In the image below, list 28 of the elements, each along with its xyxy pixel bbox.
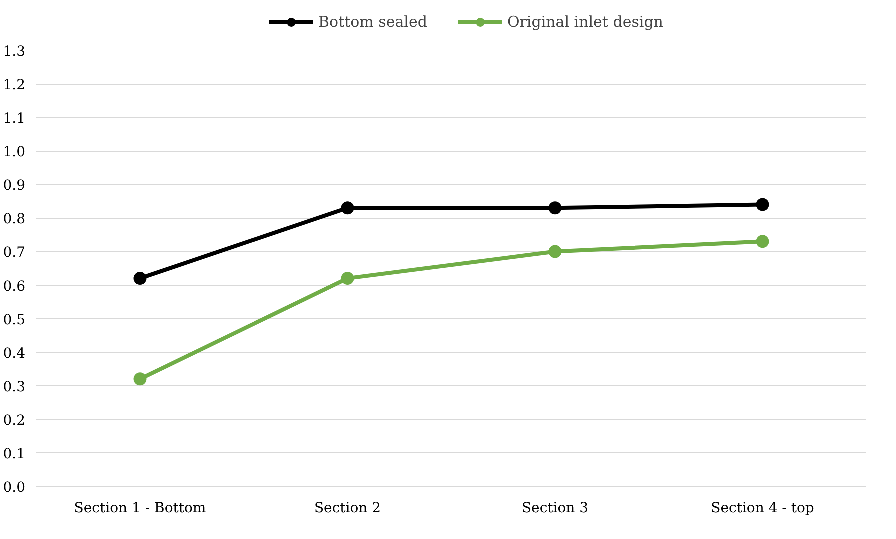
point <box>134 272 147 286</box>
point <box>548 202 562 215</box>
y-tick-label: 0.1 <box>3 446 26 462</box>
y-tick-label: 0.9 <box>3 178 26 194</box>
y-tick-label: 1.2 <box>3 78 26 94</box>
y-tick-label: 0.7 <box>3 245 26 262</box>
point <box>756 198 770 212</box>
y-tick-label: 1.1 <box>3 111 26 128</box>
legend-label: Original inlet design <box>507 13 664 31</box>
x-tick-label: Section 1 - Bottom <box>74 500 206 516</box>
y-tick-label: 1.3 <box>3 44 26 60</box>
y-tick-label: 0.5 <box>3 312 26 328</box>
x-tick-label: Section 3 <box>522 500 589 516</box>
x-tick-label: Section 2 <box>314 500 382 516</box>
y-tick-label: 0.4 <box>3 346 26 362</box>
point <box>548 245 562 258</box>
point <box>341 272 354 286</box>
y-tick-label: 0.2 <box>3 412 26 429</box>
x-tick-label: Section 4 - top <box>711 500 814 516</box>
y-tick-label: 0.8 <box>3 212 26 228</box>
y-tick-label: 1.0 <box>3 144 26 161</box>
legend-label: Bottom sealed <box>318 13 428 31</box>
y-tick-label: 0.0 <box>3 480 26 496</box>
point <box>756 235 770 248</box>
y-tick-label: 0.6 <box>3 278 26 295</box>
y-tick-label: 0.3 <box>3 379 26 396</box>
point <box>134 372 147 386</box>
point <box>341 202 354 215</box>
